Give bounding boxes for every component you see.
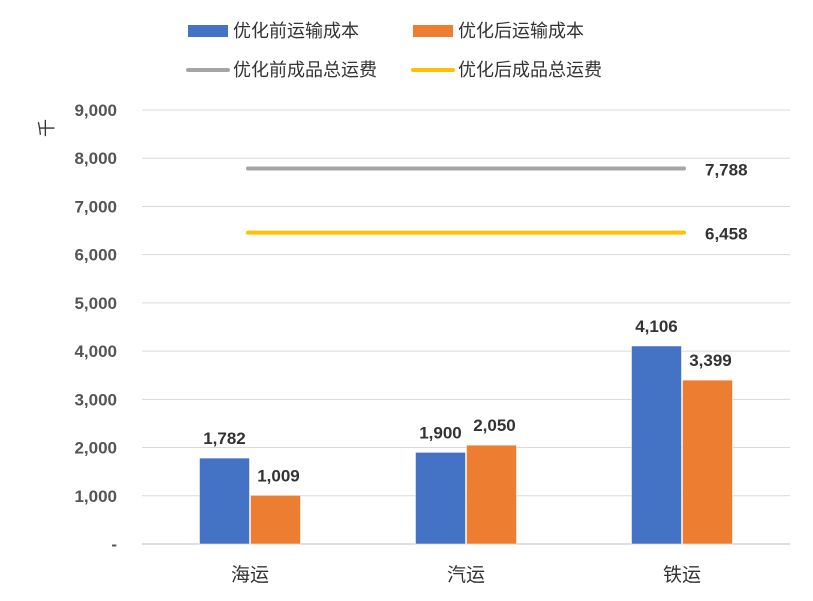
bar-data-label: 1,900	[419, 423, 462, 442]
x-category-label: 海运	[231, 564, 269, 586]
legend-swatch	[188, 25, 228, 37]
reference-line-label: 6,458	[705, 225, 748, 244]
y-tick-label: 4,000	[74, 342, 117, 361]
y-tick-label: 2,000	[74, 439, 117, 458]
gridlines	[142, 109, 790, 545]
bars: 1,782 1,009 1,900 2,050 4,106 3,399	[199, 317, 733, 545]
bar	[415, 452, 466, 545]
bar-data-label: 2,050	[473, 416, 516, 435]
x-category-label: 铁运	[663, 564, 701, 586]
legend-label: 优化前运输成本	[233, 21, 359, 42]
x-axis-categories: 海运 汽运 铁运	[231, 564, 701, 586]
bar-data-label: 3,399	[689, 351, 732, 370]
y-tick-label: 3,000	[74, 390, 117, 409]
reference-lines: 7,788 6,458	[246, 160, 748, 244]
y-tick-label: -	[111, 535, 117, 554]
bar	[631, 345, 682, 545]
y-tick-label: 7,000	[74, 197, 117, 216]
bar	[682, 379, 733, 545]
y-tick-label: 1,000	[74, 487, 117, 506]
y-tick-label: 9,000	[74, 101, 117, 120]
bar-data-label: 1,009	[257, 466, 300, 485]
y-tick-label: 6,000	[74, 246, 117, 265]
y-axis-ticks: - 1,000 2,000 3,000 4,000 5,000 6,000 7,000 8,00…	[74, 101, 117, 554]
legend-swatch	[413, 25, 453, 37]
bar-data-label: 1,782	[203, 429, 246, 448]
bar	[250, 495, 301, 545]
bar	[199, 457, 250, 545]
y-axis-unit-label: 千	[37, 119, 58, 137]
x-category-label: 汽运	[447, 564, 485, 586]
legend-label: 优化后成品总运费	[458, 60, 602, 81]
y-tick-label: 8,000	[74, 149, 117, 168]
bar	[466, 444, 517, 545]
legend-label: 优化后运输成本	[458, 21, 584, 42]
legend-label: 优化前成品总运费	[233, 60, 377, 81]
reference-line-label: 7,788	[705, 160, 748, 179]
bar-data-label: 4,106	[635, 317, 678, 336]
y-tick-label: 5,000	[74, 294, 117, 313]
